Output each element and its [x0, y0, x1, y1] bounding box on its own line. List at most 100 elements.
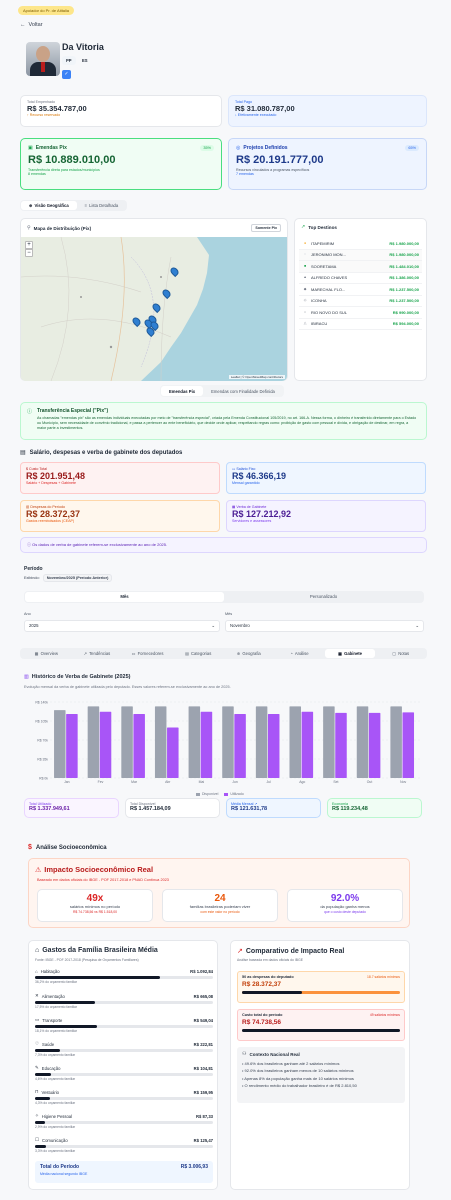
supporter-badge: Apoiador do Pr. de Atitalia [18, 6, 75, 15]
info-icon: ⓘ [27, 542, 31, 547]
mode-personalizado[interactable]: Personalizado [309, 594, 338, 599]
bar-disponivel [356, 706, 369, 778]
tab-categorias[interactable]: ▤ Categorias [185, 651, 212, 656]
bar-utilizado [200, 711, 213, 778]
bar-utilizado [301, 711, 314, 778]
destino-row[interactable]: ◇ ICONHA R$ 1.237.500,00 [299, 296, 422, 307]
destino-row[interactable]: □ JERONIMO MON... R$ 1.980.000,00 [299, 249, 422, 261]
map-marker-icon[interactable] [160, 287, 173, 300]
shirt-icon: ⊓ [35, 1089, 39, 1094]
tab-tendencias[interactable]: ↗ Tendências [83, 651, 111, 656]
building-icon: ▦ [232, 505, 236, 509]
gasto-progress [35, 1121, 45, 1124]
map-zoom-in-button[interactable]: + [25, 241, 33, 249]
gasto-progress [35, 1025, 98, 1028]
destino-row[interactable]: ◆ MARECHAL FLO... R$ 1.237.500,00 [299, 284, 422, 296]
tab-gabinete[interactable]: ▦ Gabinete [324, 649, 376, 658]
profile-card: ✓ Da Vitoria PP ES [14, 34, 428, 82]
destino-icon: ● [303, 240, 307, 245]
map-pin-icon: ⚲ [27, 225, 31, 231]
stat-salarios: 49x salários mínimos no período R$ 74.73… [37, 889, 153, 922]
tab-analise[interactable]: ◔ Análise [290, 651, 309, 656]
stat-utilizado: Total Utilizado R$ 1.337.949,61 [24, 798, 119, 818]
periodo-title: Período [24, 566, 43, 572]
grid-icon: ▦ [34, 651, 39, 656]
bar-disponivel [154, 706, 167, 778]
x-tick-label: Nov [400, 780, 406, 784]
bar-disponivel [188, 706, 201, 778]
comparativo-despesas: 50 as despesas do deputado 18.7 salários… [237, 971, 405, 1003]
bar-utilizado [335, 712, 347, 778]
destino-icon: ■ [303, 263, 307, 268]
gastos-list: ⌂ Habitação R$ 1.092,84 36,2% do orçamento… [35, 969, 213, 1161]
tab-geografia[interactable]: ⊕ Geografia [236, 651, 261, 656]
destino-row[interactable]: ● ITAPEMIRIM R$ 1.980.000,00 [299, 238, 422, 250]
destino-icon: ◇ [303, 298, 307, 303]
gasto-progress [35, 1073, 51, 1076]
gasto-item: ☐ Comunicação R$ 125,47 3,3% do orçamento … [35, 1137, 213, 1153]
projetos-pct-badge: 65% [405, 145, 419, 151]
list-icon: ≡ [84, 203, 88, 208]
people-icon: ⚇ [242, 1051, 247, 1057]
bar-utilizado [66, 713, 78, 778]
tab-overview[interactable]: ▦ Overview [34, 651, 59, 656]
bar-disponivel [289, 706, 301, 778]
map-marker-icon[interactable] [168, 265, 181, 278]
tab-lista-detalhada[interactable]: ≡ Lista Detalhada [84, 203, 119, 208]
somente-pix-toggle[interactable]: Somente Pix [251, 224, 281, 232]
map-title: Mapa de Distribuição (Pix) [33, 225, 92, 231]
info-icon: ⓘ [27, 409, 33, 415]
warning-icon: ⚠ [35, 866, 42, 874]
back-button[interactable]: ← Voltar [20, 22, 43, 28]
gasto-progress [35, 976, 160, 979]
state-badge: ES [82, 58, 88, 63]
x-tick-label: Set [333, 780, 338, 784]
destino-row[interactable]: ▲ ALFREDO CHAVES R$ 1.386.000,00 [299, 273, 422, 284]
ano-select[interactable]: 2025 ⌄ [24, 620, 220, 632]
impacto-card: ⚠ Impacto Socioeconômico Real Baseado em… [28, 858, 410, 928]
projetos-card: ◎ Projetos Definidos 65% R$ 20.191.777,00… [228, 138, 427, 190]
pix-icon: ▣ [28, 145, 33, 151]
bus-icon: ▭ [35, 1017, 40, 1022]
destino-row[interactable]: △ IBIRACU R$ 594.000,00 [299, 319, 422, 330]
x-tick-label: Mai [199, 780, 205, 784]
destino-row[interactable]: ■ SOORETAMA R$ 1.484.010,00 [299, 261, 422, 273]
socio-header: $ Análise Socioeconômica [28, 844, 107, 851]
tab-notas[interactable]: ▢ Notas [392, 651, 410, 656]
sparkle-icon: ✧ [35, 1113, 39, 1118]
map-marker-icon[interactable] [150, 301, 163, 314]
x-tick-label: Jan [64, 780, 70, 784]
target-icon: ◎ [236, 145, 241, 151]
bar-disponivel [121, 706, 133, 778]
mode-mes[interactable]: Mês [25, 592, 224, 602]
mes-select[interactable]: Novembro ⌄ [225, 620, 424, 632]
tab-emendas-finalidade[interactable]: Emendas com Finalidade Definida [211, 388, 275, 394]
bar-utilizado [368, 712, 381, 778]
book-icon: ✎ [35, 1065, 39, 1070]
map-view[interactable]: + − Leaflet | © OpenStreetMap contributo… [21, 237, 287, 381]
destino-row[interactable]: ○ RIO NOVO DO SUL R$ 990.000,00 [299, 307, 422, 319]
gasto-item: ▭ Transporte R$ 549,04 18,1% do orçamento … [35, 1017, 213, 1033]
tab-emendas-pix[interactable]: Emendas Pix [161, 386, 204, 396]
map-zoom-out-button[interactable]: − [25, 249, 33, 257]
gabinete-bar-chart: R$ 0k R$ 35k R$ 70k R$ 105k R$ 140k Jan Fev Mar… [35, 700, 420, 784]
arrow-left-icon: ← [20, 22, 26, 28]
periodo-card: Período Exibindo: Novembro/2025 (Período… [20, 562, 427, 642]
tab-fornecedores[interactable]: ▭ Fornecedores [131, 651, 164, 656]
y-tick-label: R$ 35k [37, 757, 48, 761]
gabinete-chart-title: Histórico de Verba de Gabinete (2025) [31, 674, 131, 680]
gasto-progress [35, 1145, 47, 1148]
map-marker-icon[interactable] [130, 315, 143, 328]
gabinete-card: ▦ Verba de Gabinete R$ 127.212,92 Servid… [226, 500, 426, 532]
gasto-item: ✕ Alimentação R$ 665,08 17,5% do orçamento… [35, 993, 213, 1009]
utensils-icon: ✕ [35, 993, 39, 998]
tab-visao-geografica[interactable]: ⊕ Visão Geográfica [21, 201, 77, 210]
chart-icon: ◔ [290, 651, 293, 656]
bar-disponivel [87, 706, 100, 778]
gasto-progress [35, 1001, 96, 1004]
gastos-card: ⌂ Gastos da Família Brasileira Média Fon… [28, 940, 218, 1190]
deputy-name: Da Vitoria [62, 42, 104, 52]
x-tick-label: Mar [131, 780, 138, 784]
avatar [26, 42, 60, 76]
globe-icon: ⊕ [29, 203, 33, 208]
